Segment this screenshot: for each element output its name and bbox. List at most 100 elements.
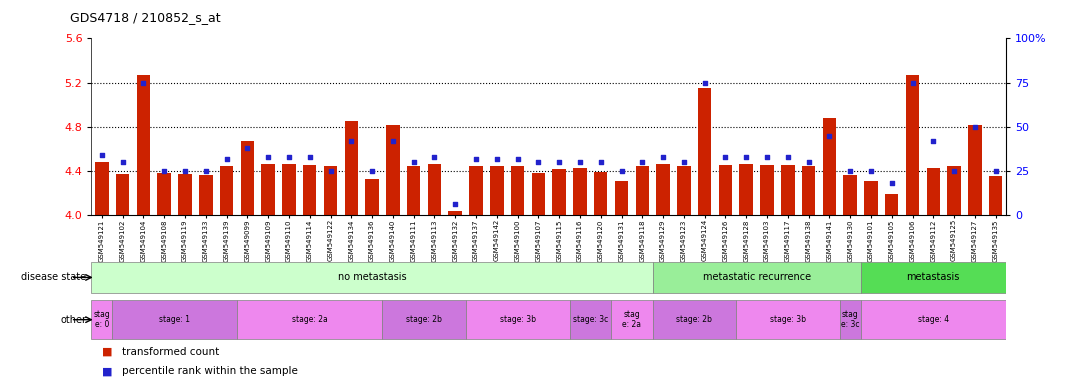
Point [717,154,734,160]
Bar [569,300,611,339]
Point [799,159,817,165]
Point [197,168,214,174]
Point [529,159,547,165]
Point [883,180,901,186]
Bar [511,166,524,215]
Bar [968,124,981,215]
Point [592,159,609,165]
Bar [611,300,653,339]
Bar [594,172,608,215]
Point [551,159,568,165]
Bar [91,262,653,293]
Point [322,168,339,174]
Bar [199,175,213,215]
Point [239,145,256,151]
Bar [469,166,483,215]
Point [821,132,838,139]
Point [904,79,921,86]
Bar [719,166,732,215]
Point [384,138,401,144]
Bar [490,166,504,215]
Text: disease state: disease state [20,272,86,283]
Bar [116,174,129,215]
Point [176,168,194,174]
Text: no metastasis: no metastasis [338,272,407,283]
Bar [532,173,546,215]
Bar [947,166,961,215]
Bar [823,118,836,215]
Point [134,79,152,86]
Point [301,154,318,160]
Bar [926,167,940,215]
Point [676,159,693,165]
Bar [366,179,379,215]
Bar [839,300,861,339]
Bar [237,300,382,339]
Point [364,168,381,174]
Bar [179,174,192,215]
Bar [906,75,919,215]
Bar [614,181,628,215]
Text: stage: 1: stage: 1 [159,315,190,324]
Bar [407,166,421,215]
Bar [989,176,1003,215]
Bar [112,300,237,339]
Point [613,168,631,174]
Bar [761,166,774,215]
Text: ■: ■ [102,366,113,376]
Point [259,154,277,160]
Point [987,168,1004,174]
Bar [157,173,171,215]
Point [281,154,298,160]
Point [447,201,464,207]
Bar [261,164,274,215]
Bar [739,164,753,215]
Bar [137,75,151,215]
Bar [324,166,337,215]
Point [94,152,111,158]
Bar [382,300,466,339]
Point [738,154,755,160]
Text: other: other [60,314,86,325]
Point [759,154,776,160]
Bar [884,194,898,215]
Bar [653,300,736,339]
Bar [427,164,441,215]
Bar [653,262,861,293]
Point [342,138,359,144]
Bar [466,300,569,339]
Text: stag
e: 3c: stag e: 3c [841,310,860,329]
Bar [844,175,856,215]
Bar [282,164,296,215]
Text: metastatic recurrence: metastatic recurrence [703,272,810,283]
Bar [344,121,358,215]
Point [571,159,589,165]
Text: stage: 3b: stage: 3b [769,315,806,324]
Bar [698,88,711,215]
Text: stage: 2b: stage: 2b [406,315,442,324]
Bar [781,166,794,215]
Bar [677,166,691,215]
Text: stage: 2b: stage: 2b [677,315,712,324]
Text: ■: ■ [102,347,113,357]
Point [966,124,983,130]
Point [426,154,443,160]
Bar [303,166,316,215]
Bar [861,262,1006,293]
Point [156,168,173,174]
Text: stage: 4: stage: 4 [918,315,949,324]
Text: stag
e: 2a: stag e: 2a [622,310,641,329]
Point [654,154,671,160]
Point [924,138,942,144]
Bar [386,124,399,215]
Bar [95,162,109,215]
Text: stag
e: 0: stag e: 0 [94,310,110,329]
Point [862,168,879,174]
Text: transformed count: transformed count [122,347,218,357]
Point [467,156,484,162]
Bar [449,210,462,215]
Point [405,159,422,165]
Text: stage: 3c: stage: 3c [572,315,608,324]
Point [779,154,796,160]
Text: GDS4718 / 210852_s_at: GDS4718 / 210852_s_at [70,12,221,25]
